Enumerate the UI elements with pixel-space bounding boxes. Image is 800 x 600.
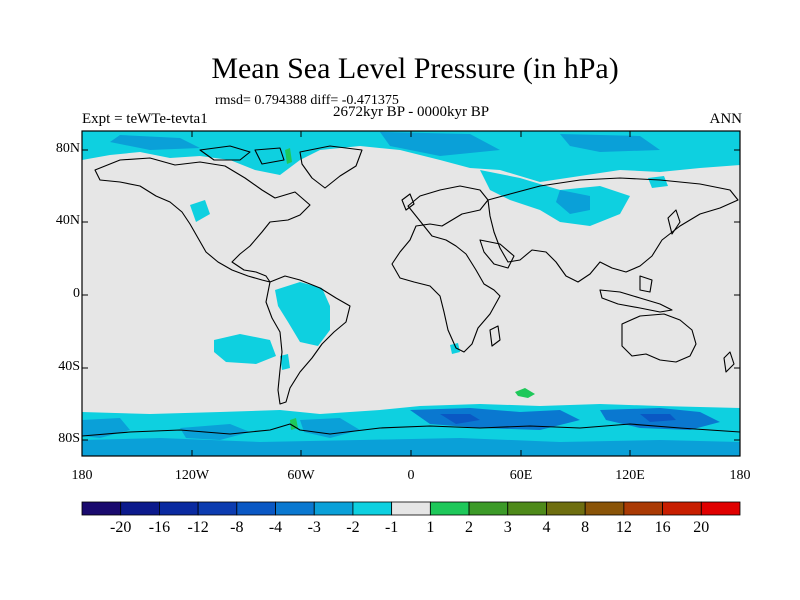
south-america-anomaly: [214, 282, 535, 398]
lat-label-40n: 40N: [55, 213, 80, 228]
colorbar-tick-label: 1: [426, 519, 435, 536]
colorbar-cell: [700, 501, 741, 516]
colorbar-cell: [584, 501, 625, 516]
lon-label-0: 0: [407, 468, 415, 483]
arctic-anomaly-field: [82, 131, 740, 226]
colorbar-cell: [662, 501, 702, 516]
colorbar-cell: [120, 501, 160, 516]
lat-label-80s: 80S: [58, 431, 80, 446]
colorbar-tick-label: 16: [654, 519, 671, 536]
lon-label-120w: 120W: [174, 468, 210, 483]
lon-label-60e: 60E: [509, 468, 533, 483]
colorbar-cell: [159, 501, 199, 516]
colorbar-cell: [275, 501, 315, 516]
colorbar-cell: [429, 501, 470, 516]
colorbar-cell: [468, 501, 509, 516]
colorbar-tick-label: -8: [230, 519, 244, 536]
colorbar-tick-label: -1: [384, 519, 399, 536]
colorbar-cell: [313, 501, 354, 516]
colorbar-cell: [352, 501, 393, 516]
colorbar-tick-label: -4: [268, 519, 283, 536]
colorbar-tick-label: -2: [346, 519, 360, 536]
lon-label-120e: 120E: [615, 468, 645, 483]
colorbar: [81, 501, 741, 516]
colorbar-cell: [81, 501, 122, 516]
period-label: 2672kyr BP - 0000kyr BP: [332, 104, 490, 120]
colorbar-tick-label: 8: [581, 519, 590, 536]
axis-ticks: [82, 131, 740, 456]
colorbar-tick-label: -3: [307, 519, 321, 536]
colorbar-cell: [546, 501, 586, 516]
colorbar-tick-label: 3: [503, 519, 512, 536]
season-label: ANN: [709, 111, 743, 127]
colorbar-tick-label: 2: [465, 519, 474, 536]
colorbar-tick-label: 20: [693, 519, 710, 536]
experiment-label: Expt = teWTe-tevta1: [82, 111, 208, 127]
lon-label-180e: 180: [729, 468, 751, 483]
lon-label-180w: 180: [71, 468, 93, 483]
lon-label-60w: 60W: [287, 468, 315, 483]
colorbar-tick-label: -20: [110, 519, 132, 536]
colorbar-tick-label: 4: [542, 519, 551, 536]
colorbar-cell: [507, 501, 547, 516]
rmsd-diff-stats: rmsd= 0.794388 diff= -0.471375: [215, 93, 399, 108]
colorbar-tick-label: 12: [615, 519, 632, 536]
colorbar-cell: [236, 501, 276, 516]
colorbar-cell: [623, 501, 663, 516]
map-title: Mean Sea Level Pressure (in hPa): [211, 52, 619, 85]
lat-label-40s: 40S: [58, 359, 80, 374]
colorbar-tick-label: -16: [148, 519, 171, 536]
coastlines: [81, 145, 741, 437]
colorbar-cell: [391, 501, 431, 516]
colorbar-tick-label: -12: [187, 519, 209, 536]
colorbar-cell: [197, 501, 238, 516]
lat-label-0: 0: [73, 286, 80, 301]
lat-label-80n: 80N: [55, 141, 80, 156]
map-background: [82, 131, 740, 456]
